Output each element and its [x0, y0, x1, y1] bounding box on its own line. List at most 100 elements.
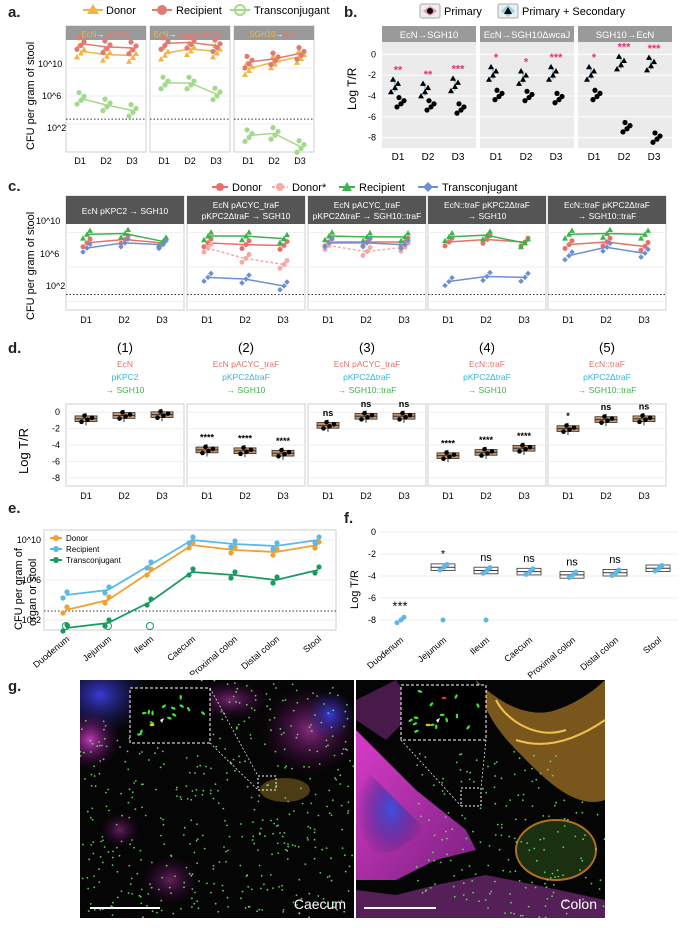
e-point: [312, 545, 318, 551]
c-point-donor: [638, 247, 644, 253]
bacteria-dot: [310, 802, 313, 805]
bacteria-dot: [298, 912, 300, 915]
b-point-secondary: [425, 84, 431, 91]
c-point-recipient: [566, 231, 572, 237]
d-point: [400, 410, 405, 416]
d-point: [397, 417, 402, 422]
bacteria-dot: [582, 898, 584, 901]
bacteria-dot: [349, 759, 351, 762]
bacteria-dot: [306, 698, 309, 700]
bacteria-dot: [581, 801, 584, 804]
bacteria-dot: [234, 682, 236, 684]
bacteria-dot: [575, 811, 578, 814]
a-point-recipient: [78, 42, 84, 49]
c-point-donor-star: [284, 258, 290, 264]
bacteria-dot: [580, 857, 582, 860]
d-point: [244, 449, 249, 455]
bacteria-dot: [316, 750, 319, 753]
bacteria-dot: [342, 748, 345, 750]
b-xtick: D1: [490, 152, 503, 163]
bacteria-dot: [86, 810, 89, 813]
b-xtick: D1: [588, 152, 601, 163]
f-point: [444, 561, 450, 567]
a-point-donor: [130, 54, 136, 60]
inset-bacterium: [412, 722, 418, 726]
bacteria-dot: [439, 861, 442, 864]
bacteria-dot: [131, 791, 134, 794]
bacteria-dot: [291, 767, 293, 770]
c-point-recipient: [645, 227, 651, 233]
inset-bacterium: [429, 702, 434, 707]
e-legend-marker: [53, 546, 59, 552]
bacteria-dot: [500, 834, 503, 837]
legend-e-transconjugant: Transconjugant: [66, 556, 122, 565]
c-point-recipient: [160, 238, 166, 244]
a-point-transconjugant: [160, 74, 166, 80]
b-ylabel: Log T/R: [345, 67, 359, 110]
bacteria-dot: [194, 772, 196, 774]
bacteria-dot: [257, 800, 260, 803]
bacteria-dot: [471, 880, 474, 882]
d-point: [444, 450, 449, 455]
inset-bacterium: [187, 706, 191, 712]
bacteria-dot: [441, 790, 444, 792]
bacteria-dot: [283, 842, 286, 845]
bacteria-dot: [185, 785, 188, 787]
c-xtick: D3: [398, 315, 410, 325]
b-point-primary: [620, 129, 626, 135]
bacteria-dot: [328, 812, 331, 814]
bacteria-dot: [343, 725, 345, 728]
bacteria-dot: [142, 916, 144, 918]
c-facet-strip: [66, 196, 184, 224]
bacteria-dot: [462, 894, 465, 896]
legend-c: Donor Donor* Recipient Transconjugant: [212, 182, 517, 194]
bacteria-dot: [250, 888, 253, 891]
bacteria-dot: [579, 869, 581, 871]
c-point-transconjugant: [566, 253, 572, 259]
bacteria-dot: [193, 902, 196, 905]
inset-bacterium: [149, 721, 155, 725]
bacteria-dot: [555, 801, 557, 804]
e-point: [232, 569, 238, 575]
c-point-donor: [246, 238, 252, 244]
c-point-donor-star: [360, 252, 366, 258]
c-strip-label: EcN::traF pKPC2ΔtraF: [564, 200, 650, 210]
legend-a-transconjugant: Transconjugant: [254, 5, 329, 17]
bacteria-dot: [332, 709, 335, 712]
bacteria-dot: [441, 838, 444, 841]
bacteria-dot: [281, 884, 283, 887]
b-significance: ***: [550, 52, 564, 64]
bacteria-dot: [118, 854, 121, 857]
c-point-recipient: [84, 231, 90, 237]
b-point-primary: [492, 97, 498, 103]
bacteria-dot: [543, 848, 545, 851]
f-point: [616, 567, 622, 573]
a-point-transconjugant: [104, 104, 110, 110]
bacteria-dot: [344, 740, 347, 743]
bacteria-dot: [87, 887, 89, 890]
bacteria-dot: [563, 825, 566, 827]
b-point-secondary: [390, 76, 396, 82]
d-group-recipient: → SGH10: [227, 385, 266, 395]
c-point-recipient: [487, 228, 493, 234]
b-point-secondary: [486, 76, 492, 82]
bacteria-dot: [313, 831, 316, 834]
bacteria-dot: [258, 832, 261, 834]
bacteria-dot: [417, 879, 419, 882]
bacteria-dot: [351, 854, 353, 857]
bacteria-dot: [196, 838, 199, 840]
bacteria-dot: [119, 746, 121, 748]
c-xtick: D1: [80, 315, 92, 325]
bacteria-dot: [269, 708, 272, 711]
bacteria-dot: [542, 815, 545, 817]
bacteria-dot: [235, 727, 238, 730]
a-point-donor: [270, 53, 276, 59]
bacteria-dot: [307, 839, 309, 841]
e-point: [232, 538, 238, 544]
a-point-recipient: [126, 51, 132, 57]
f-significance: ns: [609, 554, 621, 566]
b-significance: **: [424, 69, 433, 81]
c-point-donor-star: [281, 261, 287, 267]
d-significance: ns: [601, 402, 612, 412]
d-point: [331, 421, 337, 427]
